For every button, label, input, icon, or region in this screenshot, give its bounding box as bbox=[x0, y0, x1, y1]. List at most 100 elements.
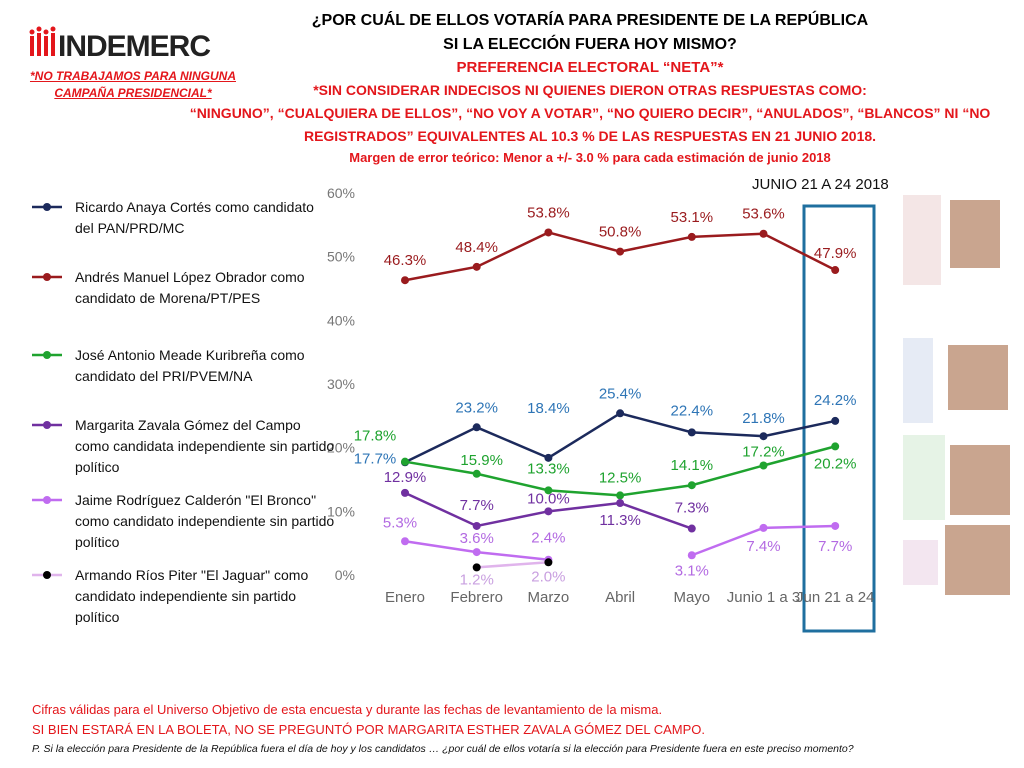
data-label: 7.7% bbox=[818, 538, 852, 555]
legend-marker bbox=[43, 203, 51, 211]
legend-marker bbox=[43, 421, 51, 429]
legend-entry: Margarita Zavala Gómez del Campo como ca… bbox=[75, 417, 335, 475]
y-tick-label: 20% bbox=[327, 440, 355, 456]
data-point bbox=[616, 491, 625, 500]
margin-note: Margen de error teórico: Menor a +/- 3.0… bbox=[349, 150, 831, 165]
x-tick-label: Marzo bbox=[527, 589, 570, 606]
data-label: 50.8% bbox=[599, 224, 642, 241]
legend-marker bbox=[43, 351, 51, 359]
y-tick-label: 30% bbox=[327, 376, 355, 392]
data-point bbox=[544, 507, 553, 516]
x-tick-label: Jun 21 a 24 bbox=[795, 589, 875, 606]
footer-line: SI BIEN ESTARÁ EN LA BOLETA, NO SE PREGU… bbox=[32, 722, 706, 737]
legend-entry: Ricardo Anaya Cortés como candidato del … bbox=[75, 199, 314, 236]
data-point bbox=[401, 537, 409, 546]
data-point bbox=[401, 488, 409, 497]
footer-line: Cifras válidas para el Universo Objetivo… bbox=[32, 702, 663, 717]
legend-marker bbox=[43, 496, 51, 504]
data-point bbox=[831, 521, 840, 530]
data-point bbox=[472, 548, 481, 557]
logo: INDEMERC bbox=[58, 30, 211, 63]
data-point bbox=[472, 262, 481, 271]
data-label: 3.6% bbox=[460, 530, 494, 547]
data-point bbox=[831, 416, 840, 425]
x-tick-label: Enero bbox=[384, 589, 426, 606]
data-point bbox=[544, 558, 553, 567]
y-tick-label: 0% bbox=[335, 567, 355, 583]
data-point bbox=[472, 469, 481, 478]
candidate-logos bbox=[903, 195, 1010, 595]
legend-marker bbox=[43, 273, 51, 281]
data-label: 48.4% bbox=[455, 239, 498, 256]
data-point bbox=[616, 499, 625, 508]
data-label: 17.2% bbox=[742, 443, 785, 460]
data-point bbox=[687, 524, 696, 533]
data-label: 25.4% bbox=[599, 385, 642, 402]
data-label: 11.3% bbox=[599, 512, 640, 529]
data-label: 12.9% bbox=[384, 469, 427, 486]
y-tick-label: 50% bbox=[327, 249, 355, 265]
data-label: 7.4% bbox=[746, 538, 780, 555]
data-label: 20.2% bbox=[814, 455, 857, 472]
data-label: 14.1% bbox=[671, 457, 714, 474]
data-point bbox=[472, 521, 481, 530]
data-point bbox=[687, 551, 696, 560]
x-tick-label: Mayo bbox=[673, 589, 711, 606]
title-line: ¿POR CUÁL DE ELLOS VOTARÍA PARA PRESIDEN… bbox=[311, 12, 869, 29]
data-point bbox=[544, 228, 553, 237]
data-point bbox=[616, 247, 625, 256]
y-tick-label: 60% bbox=[327, 185, 355, 201]
data-point bbox=[472, 563, 481, 572]
note-line: *SIN CONSIDERAR INDECISOS NI QUIENES DIE… bbox=[313, 82, 867, 98]
data-point bbox=[401, 276, 409, 285]
data-label: 53.8% bbox=[527, 204, 570, 221]
x-tick-label: Junio 1 a 3 bbox=[726, 589, 801, 606]
legend-entry: Armando Ríos Piter "El Jaguar" como cand… bbox=[75, 567, 309, 625]
data-label: 13.3% bbox=[527, 460, 570, 477]
data-label: 7.7% bbox=[460, 497, 494, 514]
data-point bbox=[831, 266, 840, 275]
data-label: 15.9% bbox=[460, 452, 503, 469]
data-point bbox=[401, 457, 409, 466]
data-label: 17.7% bbox=[354, 450, 397, 467]
data-point bbox=[759, 461, 768, 470]
data-label: 22.4% bbox=[671, 402, 714, 419]
x-tick-label: Abril bbox=[605, 589, 636, 606]
data-label: 12.5% bbox=[599, 469, 642, 486]
data-label: 2.4% bbox=[531, 530, 565, 547]
data-label: 10.0% bbox=[527, 490, 570, 507]
y-tick-label: 10% bbox=[327, 503, 355, 519]
data-point bbox=[616, 409, 625, 418]
title-line: SI LA ELECCIÓN FUERA HOY MISMO? bbox=[443, 36, 737, 53]
subtitle: PREFERENCIA ELECTORAL “NETA”* bbox=[456, 59, 724, 76]
data-label: 46.3% bbox=[384, 252, 427, 269]
y-tick-label: 40% bbox=[327, 312, 355, 328]
disclaimer: *NO TRABAJAMOS PARA NINGUNA CAMPAÑA PRES… bbox=[29, 69, 236, 100]
date: JUNIO 21 A 24 2018 bbox=[752, 176, 889, 193]
data-point bbox=[687, 428, 696, 437]
data-point bbox=[759, 229, 768, 238]
data-label: 47.9% bbox=[814, 245, 857, 262]
data-point bbox=[831, 442, 840, 451]
data-label: 5.3% bbox=[383, 514, 417, 531]
data-label: 17.8% bbox=[354, 428, 397, 445]
data-label: 23.2% bbox=[455, 399, 498, 416]
data-label: 53.6% bbox=[742, 206, 785, 223]
data-label: 3.1% bbox=[675, 562, 709, 579]
logo-icon bbox=[29, 26, 56, 56]
data-label: 21.8% bbox=[742, 410, 785, 427]
legend-entry: Andrés Manuel López Obrador como candida… bbox=[75, 269, 305, 306]
note-line: REGISTRADOS” EQUIVALENTES AL 10.3 % DE L… bbox=[303, 128, 877, 144]
legend-marker bbox=[43, 571, 51, 579]
data-point bbox=[544, 453, 553, 462]
data-point bbox=[472, 423, 481, 432]
note-line: “NINGUNO”, “CUALQUIERA DE ELLOS”, “NO VO… bbox=[189, 105, 991, 121]
data-label: 2.0% bbox=[531, 568, 565, 585]
data-point bbox=[759, 523, 768, 532]
highlight-box bbox=[802, 204, 876, 633]
series-line bbox=[476, 561, 549, 569]
data-point bbox=[759, 432, 768, 441]
data-point bbox=[687, 232, 696, 241]
data-point bbox=[544, 486, 553, 495]
